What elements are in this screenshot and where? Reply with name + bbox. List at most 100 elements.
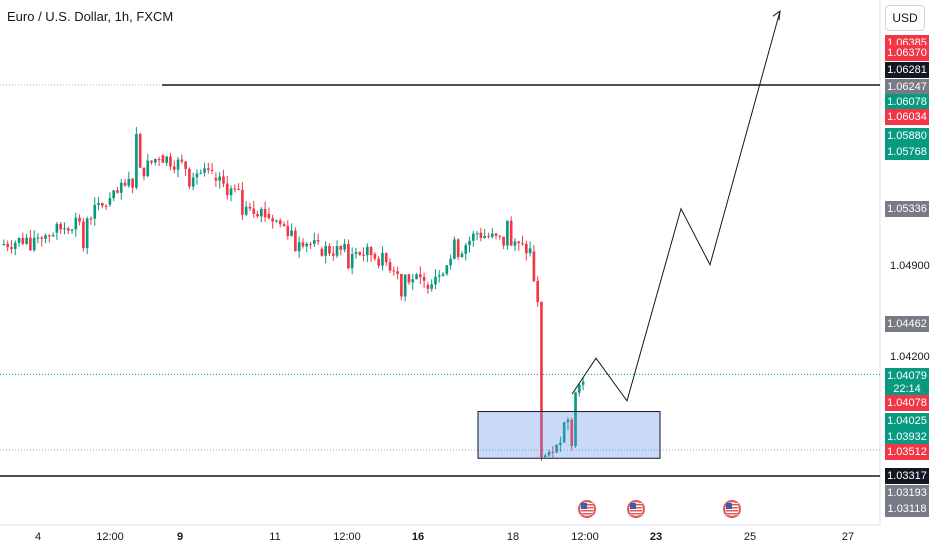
- us-flag-icon[interactable]: [578, 500, 596, 518]
- candle-body: [119, 182, 123, 193]
- candle-body: [100, 202, 104, 206]
- candle-body: [40, 237, 44, 239]
- candle-body: [97, 202, 100, 205]
- candle-body: [290, 230, 293, 236]
- price-tag-value: 1.03512: [887, 446, 927, 458]
- candle-body: [142, 167, 146, 177]
- candle-body: [157, 159, 161, 161]
- candle-body: [104, 205, 108, 207]
- candle-body: [282, 224, 286, 227]
- candle-body: [437, 275, 441, 277]
- candle-body: [278, 220, 282, 225]
- candle-body: [222, 176, 225, 184]
- price-tag: 1.06370: [885, 45, 929, 61]
- candle-body: [188, 168, 191, 187]
- candle-body: [116, 190, 119, 193]
- candle-body: [407, 274, 411, 283]
- candle-body: [85, 218, 89, 249]
- candle-body: [176, 159, 180, 170]
- candle-body: [70, 229, 74, 231]
- candle-body: [445, 265, 449, 274]
- candle-body: [365, 246, 369, 256]
- candle-body: [441, 273, 445, 276]
- candle-body: [320, 248, 324, 256]
- candle-body: [335, 245, 339, 256]
- candle-body: [237, 188, 240, 190]
- candle-body: [316, 240, 320, 242]
- candle-body: [44, 235, 47, 239]
- candle-body: [169, 156, 172, 167]
- candle-body: [108, 198, 112, 205]
- candle-body: [150, 160, 153, 163]
- candle-body: [2, 244, 6, 246]
- candle-body: [426, 284, 430, 289]
- candle-body: [524, 243, 528, 254]
- price-tag-value: 1.06281: [887, 64, 927, 76]
- candle-body: [475, 233, 479, 235]
- time-axis-label: 16: [411, 531, 425, 543]
- candle-body: [388, 262, 392, 271]
- candle-body: [540, 301, 543, 458]
- us-flag-icon[interactable]: [723, 500, 741, 518]
- time-axis-label: 11: [269, 531, 281, 543]
- price-tag-value: 1.06247: [887, 81, 927, 93]
- candle-body: [328, 245, 331, 254]
- price-tag-value: 1.04462: [887, 318, 927, 330]
- candle-body: [51, 235, 55, 237]
- candle-body: [286, 226, 290, 236]
- candle-body: [32, 237, 36, 251]
- candle-body: [135, 134, 138, 188]
- candle-body: [6, 244, 10, 248]
- candle-body: [252, 208, 256, 214]
- time-axis-label: 27: [841, 531, 855, 543]
- candle-body: [418, 274, 422, 278]
- candle-body: [362, 254, 365, 256]
- candle-body: [74, 217, 78, 230]
- candle-body: [13, 242, 17, 249]
- plot-background: [0, 0, 880, 525]
- candle-body: [581, 381, 585, 385]
- candle-body: [559, 442, 562, 445]
- candle-body: [248, 206, 252, 209]
- time-axis-label: 12:00: [571, 531, 599, 543]
- candle-body: [377, 258, 381, 266]
- candle-body: [210, 169, 214, 171]
- candle-body: [146, 160, 150, 177]
- candle-body: [509, 220, 513, 246]
- projection-path[interactable]: [571, 11, 781, 402]
- candle-body: [490, 233, 494, 237]
- price-tag-value: 1.03118: [887, 503, 927, 515]
- candle-body: [21, 237, 25, 244]
- candle-body: [483, 236, 487, 238]
- candles-layer: [2, 127, 585, 461]
- price-tag: 1.03118: [885, 501, 929, 517]
- price-tag: 1.06078: [885, 94, 929, 110]
- candle-body: [381, 253, 384, 266]
- us-flag-icon[interactable]: [627, 500, 645, 518]
- candle-body: [112, 190, 116, 199]
- candle-body: [78, 217, 81, 222]
- price-tag: 1.03193: [885, 485, 929, 501]
- candle-body: [66, 228, 70, 231]
- candle-body: [536, 280, 540, 302]
- candle-body: [312, 240, 316, 244]
- candle-body: [63, 228, 66, 230]
- time-axis-label: 12:00: [96, 531, 124, 543]
- support-zone-box[interactable]: [477, 411, 661, 459]
- price-tag: 1.03317: [885, 468, 929, 484]
- candle-body: [233, 188, 237, 190]
- candle-body: [487, 236, 490, 238]
- candle-body: [93, 204, 97, 219]
- candle-body: [347, 244, 350, 269]
- candle-body: [256, 213, 259, 217]
- candle-body: [214, 178, 218, 181]
- price-tag-value: 1.03317: [887, 470, 927, 482]
- candle-body: [566, 419, 570, 423]
- candle-body: [10, 247, 13, 249]
- candle-body: [574, 392, 577, 446]
- candle-body: [339, 245, 343, 250]
- price-tag-countdown: 22:14: [893, 383, 921, 395]
- price-tag: 1.04079 22:14: [885, 368, 929, 398]
- currency-button[interactable]: USD: [885, 5, 925, 31]
